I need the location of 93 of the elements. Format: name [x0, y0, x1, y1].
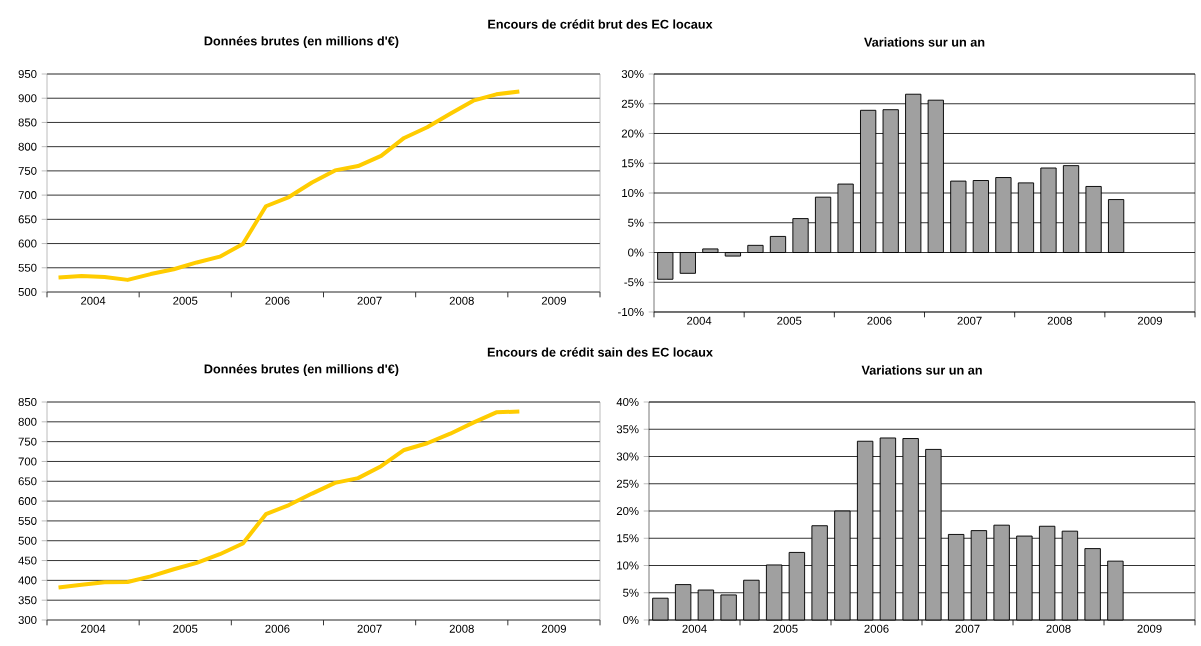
y-tick-label: 0% [628, 248, 644, 257]
y-tick-label: 300 [18, 616, 37, 625]
chart-title: Variations sur un an [861, 365, 982, 375]
bar [927, 99, 944, 253]
y-tick-label: 700 [18, 457, 37, 466]
y-tick-label: 750 [18, 437, 37, 446]
bar [1017, 182, 1035, 253]
x-tick-label: 2006 [265, 296, 290, 305]
y-tick-label: 450 [18, 556, 37, 565]
y-tick-label: 5% [623, 588, 639, 597]
x-tick-label: 2008 [449, 624, 474, 633]
x-tick-label: 2006 [864, 624, 889, 633]
y-tick-label: 0% [623, 616, 639, 625]
y-tick-label: 950 [18, 70, 37, 79]
chart-title: Encours de crédit brut des EC locaux [488, 19, 713, 29]
bar [1040, 167, 1057, 253]
y-tick-label: 700 [18, 191, 37, 200]
x-tick-label: 2008 [449, 296, 474, 305]
x-tick-label: 2004 [687, 316, 712, 325]
bar [1085, 185, 1102, 253]
y-tick-label: -5% [624, 278, 644, 287]
y-tick-label: 30% [616, 452, 639, 461]
y-tick-label: 600 [18, 497, 37, 506]
line-series [56, 409, 522, 590]
y-tick-label: 550 [18, 263, 37, 272]
x-tick-label: 2005 [773, 624, 798, 633]
y-tick-label: 20% [621, 129, 644, 138]
x-tick-label: 2004 [81, 296, 106, 305]
x-tick-label: 2009 [1137, 624, 1162, 633]
y-tick-label: 500 [18, 536, 37, 545]
chart-title: Encours de crédit sain des EC locaux [487, 347, 713, 357]
x-tick-label: 2005 [173, 624, 198, 633]
x-tick-label: 2007 [955, 624, 980, 633]
bar [657, 252, 674, 280]
bar [972, 180, 989, 253]
y-tick-label: -10% [618, 308, 644, 317]
y-tick-label: 5% [628, 218, 644, 227]
y-tick-label: 800 [18, 142, 37, 151]
bar [814, 196, 832, 253]
chart-title: Variations sur un an [864, 37, 985, 47]
x-tick-label: 2009 [1137, 316, 1162, 325]
y-tick-label: 650 [18, 477, 37, 486]
y-tick-label: 15% [617, 534, 639, 543]
bar [905, 93, 922, 253]
y-tick-label: 900 [18, 94, 37, 103]
y-tick-label: 600 [18, 239, 37, 248]
y-tick-label: 350 [18, 596, 37, 605]
bar [1107, 199, 1125, 253]
y-tick-label: 25% [616, 479, 639, 488]
x-tick-label: 2009 [541, 624, 566, 633]
x-tick-label: 2008 [1046, 624, 1071, 633]
bar [950, 180, 967, 253]
x-tick-label: 2006 [265, 624, 290, 633]
bar [1062, 165, 1080, 253]
chart-subtitle: Données brutes (en millions d'€) [204, 36, 399, 48]
x-tick-label: 2009 [541, 296, 566, 305]
x-tick-label: 2005 [173, 296, 198, 305]
y-tick-label: 500 [18, 288, 37, 297]
y-tick-label: 20% [616, 507, 639, 516]
bar [860, 109, 877, 253]
bar [882, 109, 899, 253]
bar [724, 252, 742, 257]
x-tick-label: 2004 [81, 624, 106, 633]
y-tick-label: 40% [616, 398, 639, 407]
x-tick-label: 2008 [1047, 316, 1072, 325]
bar [747, 244, 764, 253]
y-tick-label: 30% [621, 70, 644, 79]
y-tick-label: 25% [621, 99, 644, 108]
y-tick-label: 650 [18, 215, 37, 224]
bar [679, 252, 696, 274]
bar [837, 183, 854, 253]
y-tick-label: 550 [18, 516, 37, 525]
bar [769, 235, 787, 253]
y-tick-label: 850 [18, 398, 37, 407]
y-tick-label: 750 [18, 166, 37, 175]
bar [995, 177, 1012, 253]
y-tick-label: 850 [18, 118, 37, 127]
y-tick-label: 35% [616, 425, 639, 434]
y-tick-label: 10% [622, 189, 644, 198]
chart-subtitle: Données brutes (en millions d'€) [204, 364, 399, 376]
bar [792, 218, 809, 253]
x-tick-label: 2007 [357, 296, 382, 305]
bar [702, 248, 719, 253]
y-tick-label: 800 [18, 417, 37, 426]
x-tick-label: 2007 [357, 624, 382, 633]
y-tick-label: 15% [622, 159, 644, 168]
x-tick-label: 2004 [682, 624, 707, 633]
x-tick-label: 2007 [957, 316, 982, 325]
line-series [56, 89, 522, 282]
y-tick-label: 10% [617, 561, 639, 570]
x-tick-label: 2006 [867, 316, 892, 325]
x-tick-label: 2005 [777, 316, 802, 325]
y-tick-label: 400 [18, 576, 37, 585]
